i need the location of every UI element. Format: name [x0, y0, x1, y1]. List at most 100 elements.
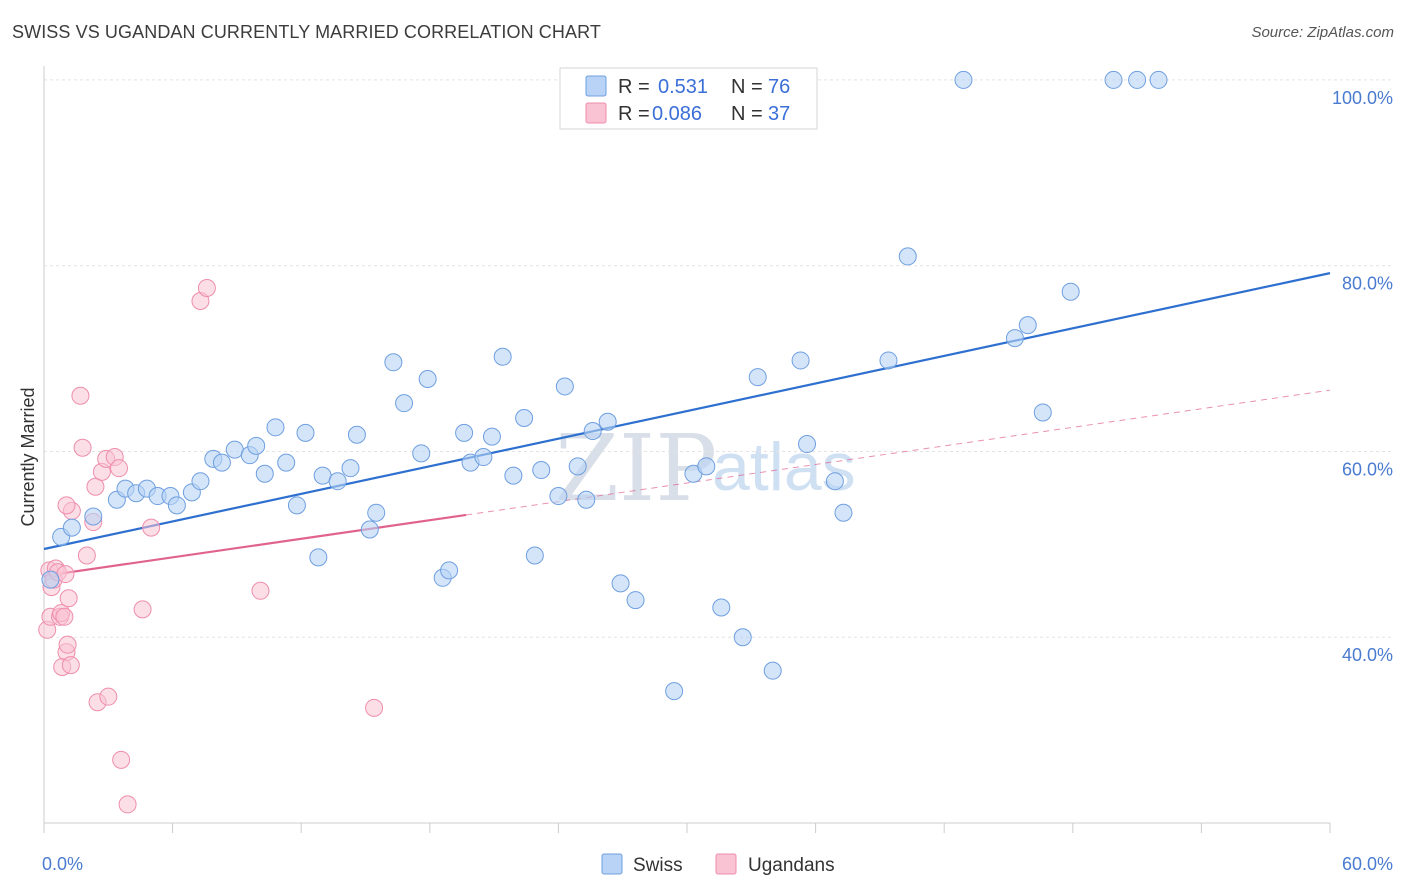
swiss-point — [1104, 70, 1123, 89]
swiss-point — [954, 70, 973, 89]
ugandans-point — [57, 496, 76, 515]
swiss-point — [611, 574, 630, 593]
swiss-point — [504, 466, 523, 485]
y-tick-label: 60.0% — [1342, 459, 1393, 479]
ugandans-points — [38, 278, 384, 814]
y-axis-label: Currently Married — [18, 387, 38, 526]
legend-n-value-swiss: 76 — [768, 76, 790, 98]
legend-n-label-swiss: N = — [731, 76, 763, 98]
bottom-legend-swatch-swiss — [601, 853, 623, 875]
swiss-point — [225, 440, 244, 459]
ugandans-trend-extension — [466, 389, 1331, 516]
swiss-point — [1061, 282, 1080, 301]
swiss-point — [665, 682, 684, 701]
watermark-atlas: atlas — [712, 429, 856, 505]
y-tick-label: 40.0% — [1342, 645, 1393, 665]
ugandans-point — [56, 565, 75, 584]
ugandans-point — [59, 589, 78, 608]
y-tick-labels: 40.0% 60.0% 80.0% 100.0% — [1332, 88, 1393, 665]
x-tick-label-max: 60.0% — [1342, 854, 1393, 874]
swiss-point — [791, 351, 810, 370]
swiss-point — [1005, 329, 1024, 348]
swiss-point — [341, 459, 360, 478]
bottom-legend-label-swiss: Swiss — [633, 855, 683, 876]
swiss-point — [834, 503, 853, 522]
swiss-point — [493, 347, 512, 366]
x-tick-label-min: 0.0% — [42, 854, 83, 874]
swiss-point — [328, 472, 347, 491]
swiss-point — [525, 546, 544, 565]
bottom-legend-swatch-ugandans — [715, 853, 737, 875]
swiss-point — [287, 496, 306, 515]
ugandans-point — [118, 795, 137, 814]
legend-n-value-ugandans: 37 — [768, 103, 790, 125]
legend-n-label-ugandans: N = — [731, 103, 763, 125]
ugandans-point — [71, 386, 90, 405]
legend-r-value-swiss: 0.531 — [658, 76, 708, 98]
swiss-point — [1128, 70, 1147, 89]
swiss-point — [255, 464, 274, 483]
swiss-point — [482, 427, 501, 446]
swiss-point — [296, 423, 315, 442]
legend-r-label-ugandans: R = — [618, 103, 650, 125]
swiss-point — [798, 435, 817, 454]
swiss-point — [598, 412, 617, 431]
gridlines — [44, 79, 1393, 638]
swiss-point — [266, 418, 285, 437]
swiss-point — [763, 661, 782, 680]
swiss-point — [309, 548, 328, 567]
swiss-points — [41, 70, 1168, 701]
swiss-point — [733, 628, 752, 647]
swiss-point — [440, 561, 459, 580]
swiss-point — [247, 436, 266, 455]
ugandans-point — [133, 600, 152, 619]
ugandans-point — [251, 581, 270, 600]
swiss-point — [395, 394, 414, 413]
ugandans-point — [197, 278, 216, 297]
ugandans-point — [77, 546, 96, 565]
swiss-point — [313, 466, 332, 485]
swiss-point — [712, 598, 731, 617]
swiss-point — [1033, 403, 1052, 422]
swiss-trend-line — [43, 272, 1331, 551]
swiss-point — [532, 461, 551, 480]
swiss-point — [825, 472, 844, 491]
swiss-point — [367, 503, 386, 522]
swiss-point — [515, 409, 534, 428]
y-tick-label: 100.0% — [1332, 88, 1393, 108]
chart-source: Source: ZipAtlas.com — [1251, 24, 1394, 41]
ugandans-point — [73, 438, 92, 457]
swiss-point — [748, 368, 767, 387]
swiss-point — [555, 377, 574, 396]
y-tick-label: 80.0% — [1342, 274, 1393, 294]
swiss-point — [62, 518, 81, 537]
swiss-point — [347, 425, 366, 444]
ugandans-point — [99, 687, 118, 706]
swiss-point — [167, 496, 186, 515]
legend: R = 0.531 N = 76 R = 0.086 N = 37 — [559, 67, 818, 130]
ugandans-point — [142, 518, 161, 537]
swiss-point — [384, 353, 403, 372]
trend-lines — [43, 272, 1331, 578]
legend-swatch-ugandans — [585, 102, 607, 124]
swiss-point — [41, 570, 60, 589]
swiss-point — [1018, 316, 1037, 335]
ugandans-point — [55, 607, 74, 626]
bottom-legend: Swiss Ugandans — [601, 853, 835, 876]
ugandans-point — [112, 750, 131, 769]
legend-r-value-ugandans: 0.086 — [652, 103, 702, 125]
swiss-point — [418, 370, 437, 389]
swiss-point — [191, 472, 210, 491]
swiss-point — [549, 487, 568, 506]
swiss-point — [412, 444, 431, 463]
swiss-point — [1149, 70, 1168, 89]
swiss-point — [455, 423, 474, 442]
ugandans-point — [61, 656, 80, 675]
bottom-legend-label-ugandans: Ugandans — [748, 855, 835, 876]
legend-r-label-swiss: R = — [618, 76, 650, 98]
swiss-point — [879, 351, 898, 370]
swiss-point — [84, 507, 103, 526]
axes — [43, 66, 1331, 833]
swiss-point — [898, 247, 917, 266]
